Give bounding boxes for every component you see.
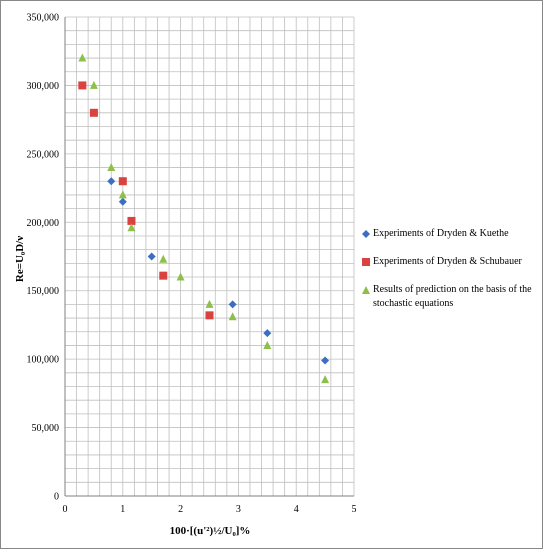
data-point-diamond — [147, 252, 156, 261]
y-tick-label: 100,000 — [27, 355, 60, 366]
data-point-square — [78, 81, 87, 90]
y-tick-label: 250,000 — [27, 149, 60, 160]
data-point-triangle — [205, 299, 214, 308]
data-point-diamond — [321, 356, 330, 365]
data-point-diamond — [118, 197, 127, 206]
legend-item-stochastic-prediction: Results of prediction on the basis of th… — [361, 283, 541, 311]
triangle-marker-icon — [362, 286, 370, 294]
data-point-triangle — [107, 163, 116, 172]
data-points — [78, 53, 330, 384]
x-tick-label: 0 — [63, 504, 68, 515]
legend-label: Results of prediction on the basis of th… — [373, 284, 532, 309]
data-point-triangle — [89, 80, 98, 89]
y-tick-label: 150,000 — [27, 286, 60, 297]
x-axis-label: 100·[(u'²)½/U₀]% — [170, 525, 251, 537]
y-tick-label: 0 — [54, 492, 59, 503]
x-tick-label: 4 — [294, 504, 299, 515]
legend-item-dryden-schubauer: Experiments of Dryden & Schubauer — [361, 255, 541, 269]
data-point-triangle — [159, 254, 168, 263]
data-point-triangle — [127, 223, 136, 232]
data-point-triangle — [263, 340, 272, 349]
data-point-diamond — [228, 300, 237, 309]
x-tick-label: 2 — [178, 504, 183, 515]
data-point-square — [159, 271, 168, 280]
data-point-square — [118, 177, 127, 186]
legend: Experiments of Dryden & Kuethe Experimen… — [361, 227, 541, 325]
axes — [64, 17, 354, 497]
x-tick-label: 1 — [120, 504, 125, 515]
x-tick-label: 3 — [236, 504, 241, 515]
data-point-triangle — [118, 190, 127, 199]
tick-labels: 0 1 2 3 4 5 0 50,000 100,000 150,000 200,000 250,00… — [27, 13, 357, 516]
y-tick-label: 200,000 — [27, 218, 60, 229]
data-point-triangle — [228, 312, 237, 321]
data-point-square — [89, 108, 98, 117]
y-tick-label: 50,000 — [32, 423, 60, 434]
square-marker-icon — [362, 258, 370, 266]
y-axis-label: Re=U₀D/ν — [14, 236, 26, 282]
legend-item-dryden-kuethe: Experiments of Dryden & Kuethe — [361, 227, 541, 241]
data-point-diamond — [263, 329, 272, 338]
legend-label: Experiments of Dryden & Schubauer — [373, 256, 522, 267]
y-tick-label: 300,000 — [27, 81, 60, 92]
legend-label: Experiments of Dryden & Kuethe — [373, 228, 509, 239]
data-point-square — [127, 216, 136, 225]
data-point-triangle — [78, 53, 87, 62]
data-point-square — [205, 311, 214, 320]
diamond-marker-icon — [362, 230, 370, 238]
grid — [64, 16, 355, 497]
y-tick-label: 350,000 — [27, 13, 60, 24]
data-point-diamond — [107, 177, 116, 186]
data-point-triangle — [176, 272, 185, 281]
data-point-triangle — [321, 375, 330, 384]
x-tick-label: 5 — [352, 504, 357, 515]
